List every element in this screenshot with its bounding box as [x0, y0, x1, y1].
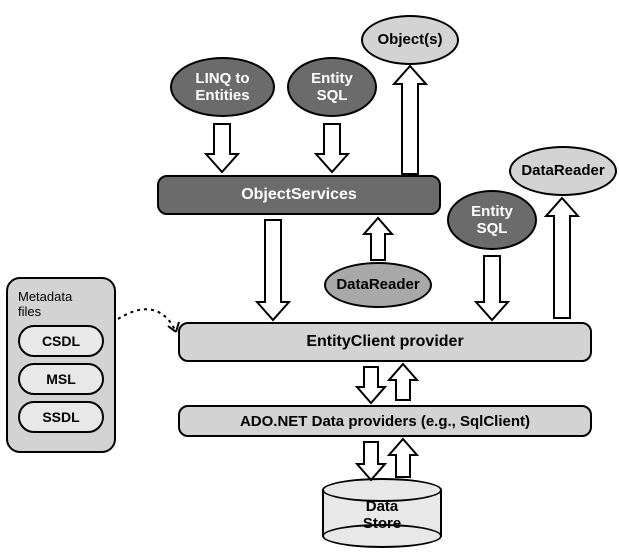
arrow-entitysql-right-to-entityclient	[476, 256, 508, 320]
arrow-entityclient-to-adonet	[357, 367, 385, 403]
label: LINQ toEntities	[195, 70, 249, 105]
node-ado-net: ADO.NET Data providers (e.g., SqlClient)	[178, 405, 592, 437]
arrow-objectservices-to-objects	[394, 66, 426, 174]
arrow-entityclient-to-datareader	[546, 198, 578, 318]
node-object-services: ObjectServices	[157, 175, 441, 215]
arrow-adonet-to-entityclient	[389, 364, 417, 400]
label: ADO.NET Data providers (e.g., SqlClient)	[240, 413, 530, 430]
arrow-entitysql-to-objectservices	[316, 124, 348, 172]
node-entity-sql-top: EntitySQL	[287, 57, 377, 117]
metadata-panel-label: Metadatafiles	[18, 289, 104, 319]
arrow-objectservices-to-entityclient	[257, 220, 289, 320]
arrow-metadata-to-entityclient	[118, 309, 176, 332]
arrow-linq-to-objectservices	[206, 124, 238, 172]
node-linq-to-entities: LINQ toEntities	[170, 57, 275, 117]
label: Object(s)	[377, 31, 442, 48]
arrow-adonet-to-datastore	[357, 442, 385, 480]
label: EntitySQL	[471, 203, 513, 238]
label: DataStore	[322, 498, 442, 533]
node-data-store: DataStore	[322, 478, 442, 548]
arrow-datastore-to-adonet	[389, 439, 417, 477]
node-datareader-right: DataReader	[509, 146, 617, 196]
node-entity-client: EntityClient provider	[178, 322, 592, 362]
metadata-item-ssdl: SSDL	[18, 401, 104, 433]
metadata-item-msl: MSL	[18, 363, 104, 395]
label: DataReader	[521, 162, 604, 179]
node-entity-sql-right: EntitySQL	[447, 190, 537, 250]
metadata-item-csdl: CSDL	[18, 325, 104, 357]
metadata-panel: Metadatafiles CSDL MSL SSDL	[6, 277, 116, 453]
arrow-datareader-to-objectservices	[364, 218, 392, 260]
node-datareader-mid: DataReader	[324, 262, 432, 308]
label: EntitySQL	[311, 70, 353, 105]
label: EntityClient provider	[306, 333, 463, 351]
node-objects: Object(s)	[361, 15, 459, 65]
label: DataReader	[336, 276, 419, 293]
label: ObjectServices	[241, 186, 357, 204]
